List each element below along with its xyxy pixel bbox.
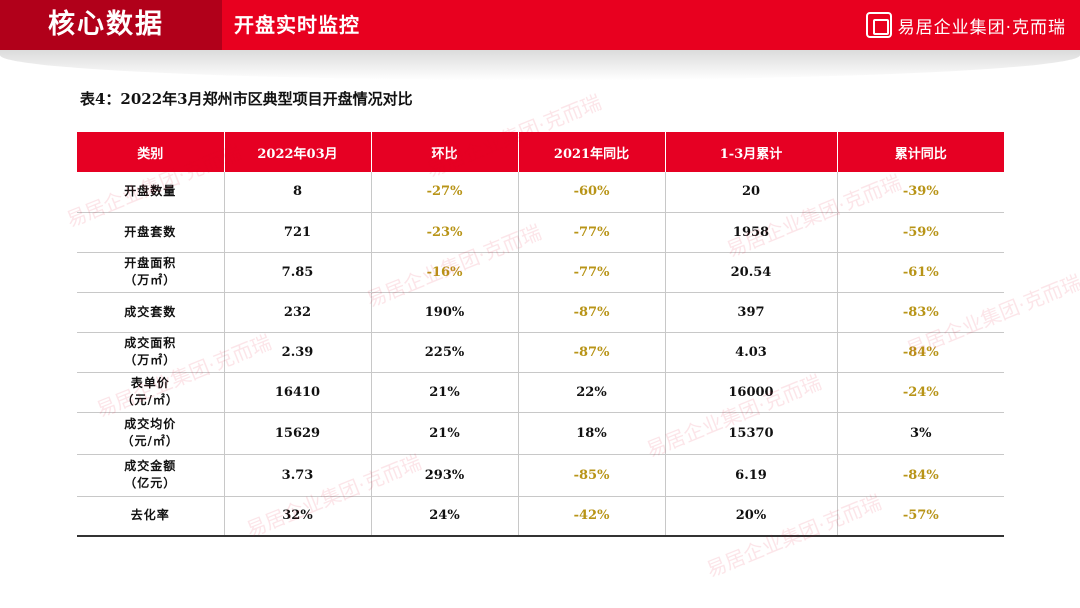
table-cell: 18% (518, 412, 666, 455)
table-row: 成交套数 232 190% -87% 397 -83% (77, 292, 1004, 333)
table-row: 开盘数量 8 -27% -60% 20 -39% (77, 172, 1004, 213)
logo-text: 易居企业集团·克而瑞 (897, 17, 1066, 38)
row-label-line: （元/㎡） (121, 434, 179, 448)
company-seal-icon (865, 12, 892, 38)
table-cell: 4.03 (665, 332, 838, 373)
row-label-line: 成交均价 (124, 417, 177, 431)
table-cell: 16410 (224, 372, 372, 413)
table-cell: 15629 (224, 412, 372, 455)
row-label-line: 成交套数 (124, 304, 177, 319)
table-cell: 7.85 (224, 252, 372, 293)
section-title: 核心数据 (48, 9, 164, 40)
table-cell: 8 (224, 172, 372, 213)
column-header: 环比 (371, 132, 519, 172)
table-cell: -61% (837, 252, 1004, 293)
row-label: 开盘面积 （万㎡） (77, 252, 225, 293)
row-label-line: （元/㎡） (121, 393, 179, 407)
page-title: 开盘实时监控 (234, 13, 360, 37)
table-cell: 15370 (665, 412, 838, 455)
row-label-line: （万㎡） (124, 273, 177, 287)
table-cell: 225% (371, 332, 519, 373)
table-cell: 6.19 (665, 454, 838, 497)
column-header: 2021年同比 (518, 132, 666, 172)
row-label: 去化率 (77, 496, 225, 537)
table-cell: 3.73 (224, 454, 372, 497)
table-cell: -24% (837, 372, 1004, 413)
table-cell: 20 (665, 172, 838, 213)
header-bar: 核心数据 开盘实时监控 易居企业集团·克而瑞 (0, 0, 1080, 50)
row-label: 开盘数量 (77, 172, 225, 213)
table-cell: 1958 (665, 212, 838, 253)
table-body: 开盘数量 8 -27% -60% 20 -39% 开盘套数 721 -23% -77% 1958 -5… (77, 172, 1004, 537)
row-label: 开盘套数 (77, 212, 225, 253)
column-header: 1-3月累计 (665, 132, 838, 172)
row-label-line: 表单价 (130, 376, 170, 390)
row-label-line: 开盘数量 (124, 184, 177, 199)
table-cell: -84% (837, 332, 1004, 373)
table-cell: -59% (837, 212, 1004, 253)
table-cell: -87% (518, 332, 666, 373)
table-cell: 293% (371, 454, 519, 497)
row-label-line: 成交面积 (124, 336, 177, 350)
table-cell: 20% (665, 496, 838, 537)
column-header: 累计同比 (837, 132, 1004, 172)
row-label: 成交均价 （元/㎡） (77, 412, 225, 455)
table-caption: 表4：2022年3月郑州市区典型项目开盘情况对比 (80, 90, 413, 108)
row-label: 成交套数 (77, 292, 225, 333)
header-swoosh (0, 50, 1080, 80)
table-cell: -60% (518, 172, 666, 213)
table-row: 表单价 （元/㎡） 16410 21% 22% 16000 -24% (77, 372, 1004, 413)
table-cell: 32% (224, 496, 372, 537)
table-cell: 3% (837, 412, 1004, 455)
table-row: 成交均价 （元/㎡） 15629 21% 18% 15370 3% (77, 412, 1004, 455)
table-cell: -77% (518, 252, 666, 293)
table-row: 成交面积 （万㎡） 2.39 225% -87% 4.03 -84% (77, 332, 1004, 373)
column-header: 类别 (77, 132, 225, 172)
row-label-line: （亿元） (124, 476, 177, 490)
table-row: 开盘面积 （万㎡） 7.85 -16% -77% 20.54 -61% (77, 252, 1004, 293)
table-cell: -23% (371, 212, 519, 253)
column-header: 2022年03月 (224, 132, 372, 172)
table-cell: -57% (837, 496, 1004, 537)
row-label-line: 开盘套数 (124, 224, 177, 239)
table-cell: 22% (518, 372, 666, 413)
table-cell: -83% (837, 292, 1004, 333)
table-cell: 721 (224, 212, 372, 253)
data-table: 类别 2022年03月 环比 2021年同比 1-3月累计 累计同比 开盘数量 8… (77, 132, 1004, 537)
table-cell: -16% (371, 252, 519, 293)
row-label: 表单价 （元/㎡） (77, 372, 225, 413)
row-label-line: 开盘面积 (124, 256, 177, 270)
table-row: 去化率 32% 24% -42% 20% -57% (77, 496, 1004, 537)
table-cell: 16000 (665, 372, 838, 413)
row-label-line: 去化率 (130, 508, 170, 523)
table-cell: 397 (665, 292, 838, 333)
table-cell: -77% (518, 212, 666, 253)
table-cell: -42% (518, 496, 666, 537)
table-cell: 21% (371, 412, 519, 455)
table-cell: 190% (371, 292, 519, 333)
table-cell: 24% (371, 496, 519, 537)
table-cell: 20.54 (665, 252, 838, 293)
section-title-block (0, 0, 222, 50)
table-row: 成交金额 （亿元） 3.73 293% -85% 6.19 -84% (77, 454, 1004, 497)
table-cell: 21% (371, 372, 519, 413)
table-header-row: 类别 2022年03月 环比 2021年同比 1-3月累计 累计同比 (77, 132, 1004, 172)
table-cell: -87% (518, 292, 666, 333)
table-cell: 2.39 (224, 332, 372, 373)
table-cell: -84% (837, 454, 1004, 497)
row-label: 成交面积 （万㎡） (77, 332, 225, 373)
table-cell: -39% (837, 172, 1004, 213)
table-cell: 232 (224, 292, 372, 333)
table-row: 开盘套数 721 -23% -77% 1958 -59% (77, 212, 1004, 253)
company-logo: 易居企业集团·克而瑞 (865, 9, 1066, 41)
row-label-line: （万㎡） (124, 353, 177, 367)
table-cell: -85% (518, 454, 666, 497)
table-cell: -27% (371, 172, 519, 213)
row-label: 成交金额 （亿元） (77, 454, 225, 497)
row-label-line: 成交金额 (124, 459, 177, 473)
